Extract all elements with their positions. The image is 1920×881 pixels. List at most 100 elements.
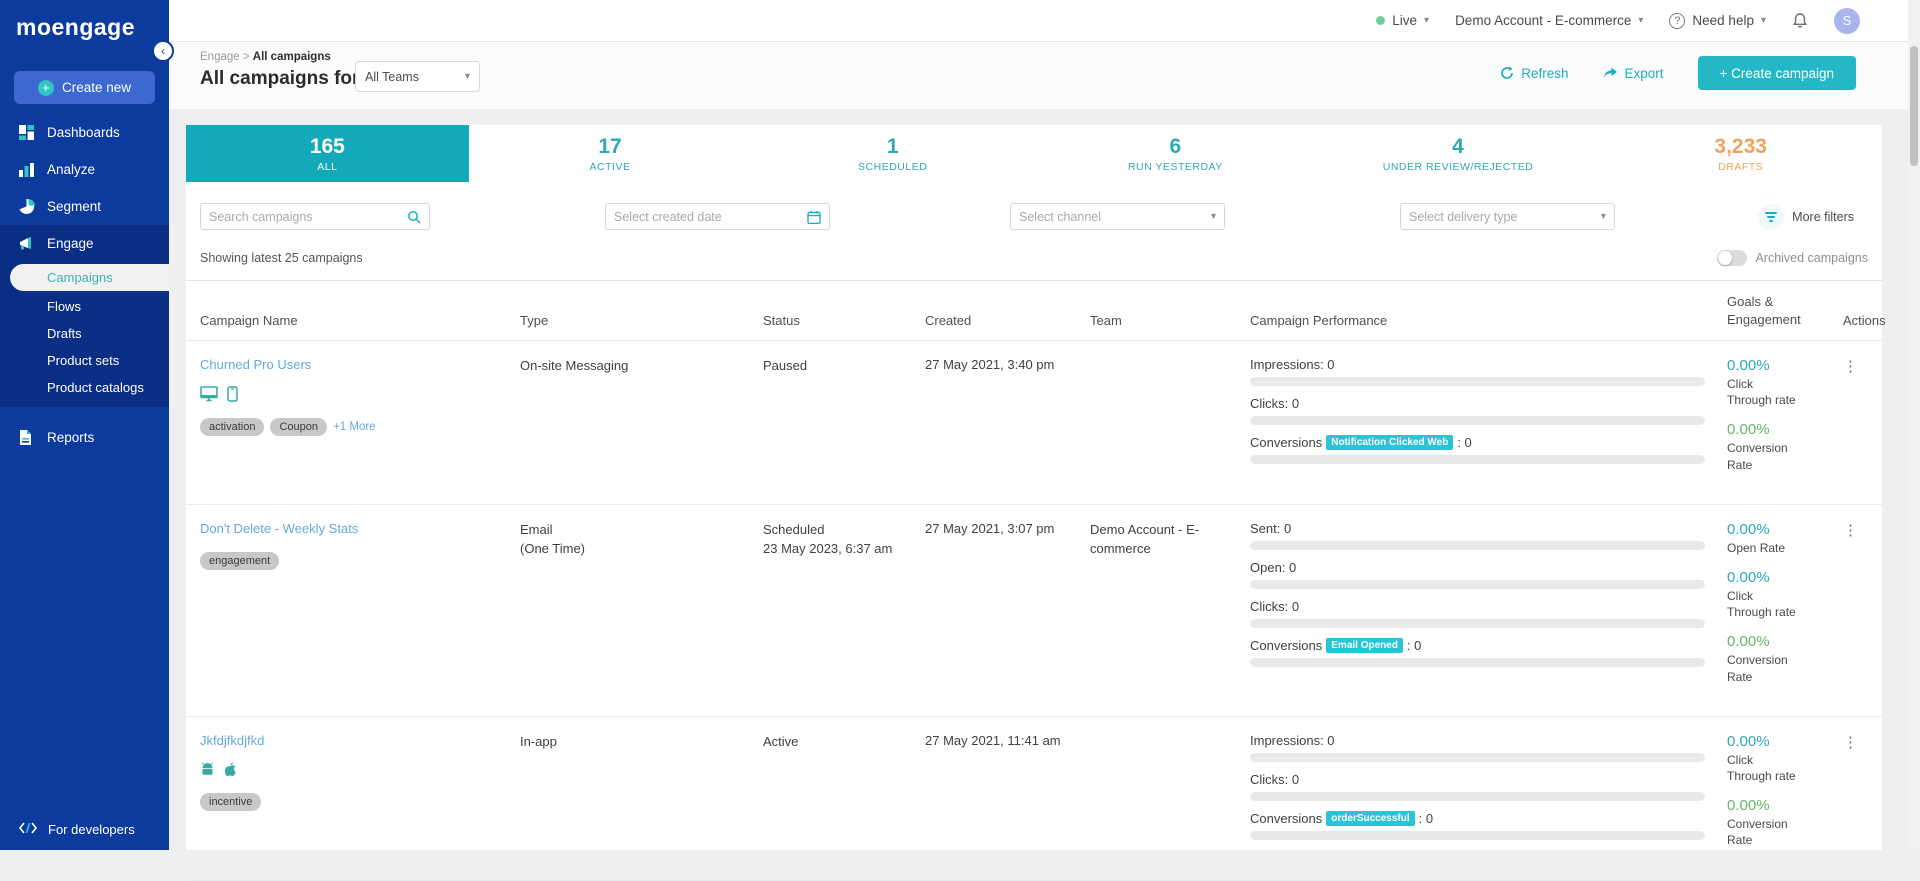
- sidebar-item-for-developers[interactable]: For developers: [0, 821, 135, 838]
- more-filters-button[interactable]: More filters: [1758, 203, 1854, 230]
- export-button[interactable]: Export: [1603, 66, 1664, 81]
- row-actions-menu[interactable]: ⋮: [1843, 521, 1858, 539]
- goal-percentage: 0.00%: [1727, 357, 1770, 375]
- moengage-logo: moengage: [16, 14, 136, 40]
- col-actions: Actions: [1843, 313, 1886, 329]
- sidebar-item-dashboards[interactable]: Dashboards: [0, 114, 169, 151]
- notifications-button[interactable]: [1792, 12, 1808, 29]
- plus-icon: +: [37, 79, 54, 96]
- sidebar-item-product-catalogs[interactable]: Product catalogs: [47, 380, 144, 395]
- create-campaign-button[interactable]: + Create campaign: [1697, 56, 1856, 90]
- stats-tab-run-yesterday[interactable]: 6 RUN YESTERDAY: [1127, 134, 1223, 173]
- avatar[interactable]: S: [1834, 7, 1860, 34]
- stats-tab-scheduled[interactable]: 1 SCHEDULED: [858, 134, 928, 173]
- status-cell: Paused: [763, 358, 808, 374]
- channel-select[interactable]: Select channel ▾: [1010, 203, 1225, 230]
- environment-selector[interactable]: Live ▾: [1376, 13, 1429, 28]
- campaign-tag: activation: [200, 418, 265, 437]
- campaign-tag: engagement: [200, 551, 280, 570]
- stats-tab-all[interactable]: 165 ALL: [186, 125, 469, 182]
- sidebar-collapse-icon[interactable]: ‹: [152, 40, 174, 62]
- campaign-tag: Coupon: [270, 418, 328, 437]
- help-icon: ?: [1669, 12, 1686, 29]
- engage-icon: [18, 235, 35, 252]
- sidebar-item-analyze[interactable]: Analyze: [0, 151, 169, 188]
- stats-tab-active[interactable]: 17 ACTIVE: [589, 134, 631, 173]
- metric-label: Impressions: 0: [1250, 357, 1335, 373]
- sidebar-item-reports[interactable]: Reports: [0, 419, 169, 456]
- refresh-icon: [1500, 66, 1514, 80]
- chevron-down-icon: ▾: [1760, 15, 1766, 26]
- showing-count-text: Showing latest 25 campaigns: [200, 251, 363, 265]
- create-new-button[interactable]: + Create new: [14, 71, 155, 104]
- chevron-down-icon: ▾: [464, 71, 470, 82]
- metric-label: Clicks: 0: [1250, 396, 1300, 412]
- delivery-type-select[interactable]: Select delivery type ▾: [1400, 203, 1615, 230]
- chevron-down-icon: ▾: [1638, 15, 1644, 26]
- archived-campaigns-toggle[interactable]: [1717, 250, 1748, 266]
- row-actions-menu[interactable]: ⋮: [1843, 733, 1858, 751]
- bell-icon: [1792, 12, 1808, 29]
- sidebar-item-campaigns[interactable]: Campaigns: [10, 264, 169, 291]
- metric-label: Clicks: 0: [1250, 598, 1300, 614]
- export-icon: [1603, 67, 1618, 80]
- page-scrollbar[interactable]: [1908, 0, 1920, 850]
- metric-label: Open: 0: [1250, 559, 1297, 575]
- filter-funnel-icon: [1758, 203, 1785, 230]
- col-created: Created: [925, 313, 972, 329]
- stats-tabs: 165 ALL 17 ACTIVE 1 SCHEDULED 6 RUN YESTERDAY 4 U…: [186, 125, 1882, 182]
- created-date-input[interactable]: Select created date: [605, 203, 830, 230]
- android-icon: [200, 762, 215, 777]
- filters-row: Search campaigns Select created date Sel…: [186, 203, 1882, 230]
- col-campaign-performance: Campaign Performance: [1250, 313, 1388, 329]
- calendar-icon[interactable]: [807, 210, 821, 224]
- mobile-icon: [227, 386, 238, 402]
- search-icon[interactable]: [407, 210, 421, 224]
- goals-cell: 0.00% Open Rate 0.00% Click Through rate 0.0…: [1727, 505, 1843, 716]
- refresh-button[interactable]: Refresh: [1500, 66, 1569, 81]
- campaign-name-link[interactable]: Jkfdjfkdjfkd: [200, 732, 265, 748]
- sidebar-item-flows[interactable]: Flows: [47, 299, 81, 314]
- metric-progress-bar: [1250, 618, 1705, 628]
- metric-progress-bar: [1250, 752, 1705, 762]
- stats-tab-drafts[interactable]: 3,233 DRAFTS: [1714, 134, 1767, 173]
- sidebar-item-engage[interactable]: Engage: [0, 225, 169, 262]
- breadcrumb[interactable]: Engage > All campaigns: [200, 51, 331, 63]
- col-team: Team: [1090, 313, 1122, 329]
- row-actions-menu[interactable]: ⋮: [1843, 358, 1858, 376]
- goal-percentage: 0.00%: [1727, 569, 1770, 587]
- sidebar-engage-section: Engage Campaigns Flows Drafts Product sets P…: [0, 225, 169, 407]
- type-cell: On-site Messaging: [520, 358, 629, 374]
- search-input[interactable]: Search campaigns: [200, 203, 430, 230]
- team-filter-select[interactable]: All Teams ▾: [355, 61, 480, 92]
- stats-tab-under-review-rejected[interactable]: 4 UNDER REVIEW/REJECTED: [1382, 134, 1534, 173]
- goal-percentage: 0.00%: [1727, 633, 1770, 651]
- conversion-goal-badge: Notification Clicked Web: [1326, 435, 1454, 451]
- chevron-down-icon: ▾: [1424, 15, 1430, 26]
- sidebar-item-drafts[interactable]: Drafts: [47, 326, 82, 341]
- metric-label: Conversions Email Opened : 0: [1250, 637, 1422, 653]
- table-header: Campaign Name Type Status Created Team C…: [186, 280, 1886, 342]
- campaign-name-link[interactable]: Churned Pro Users: [200, 357, 312, 373]
- sidebar-item-segment[interactable]: Segment: [0, 188, 169, 225]
- status-cell: Active: [763, 733, 799, 749]
- need-help-menu[interactable]: ? Need help ▾: [1669, 12, 1766, 29]
- table-body: Churned Pro Users activation Coupon +1 More…: [186, 341, 1882, 881]
- scrollbar-thumb[interactable]: [1910, 46, 1918, 166]
- chevron-down-icon: ▾: [1600, 211, 1606, 222]
- goal-percentage: 0.00%: [1727, 421, 1770, 439]
- goal-label: Click Through rate: [1727, 752, 1796, 783]
- col-status: Status: [763, 313, 800, 329]
- type-cell: Email (One Time): [520, 521, 586, 556]
- account-selector[interactable]: Demo Account - E-commerce ▾: [1455, 13, 1644, 28]
- metric-progress-bar: [1250, 657, 1705, 667]
- campaigns-card: 165 ALL 17 ACTIVE 1 SCHEDULED 6 RUN YESTERDAY 4 U…: [186, 125, 1886, 881]
- sidebar-item-product-sets[interactable]: Product sets: [47, 353, 120, 368]
- metric-progress-bar: [1250, 377, 1705, 387]
- goal-label: Click Through rate: [1727, 377, 1796, 408]
- more-tags-link[interactable]: +1 More: [333, 421, 376, 434]
- page-header: Engage > All campaigns All campaigns for…: [169, 42, 1908, 109]
- campaign-name-link[interactable]: Don't Delete - Weekly Stats: [200, 520, 359, 536]
- campaign-performance-cell: Impressions: 0 Clicks: 0 Conversions Notif…: [1250, 341, 1727, 504]
- created-cell: 27 May 2021, 3:07 pm: [925, 520, 1055, 536]
